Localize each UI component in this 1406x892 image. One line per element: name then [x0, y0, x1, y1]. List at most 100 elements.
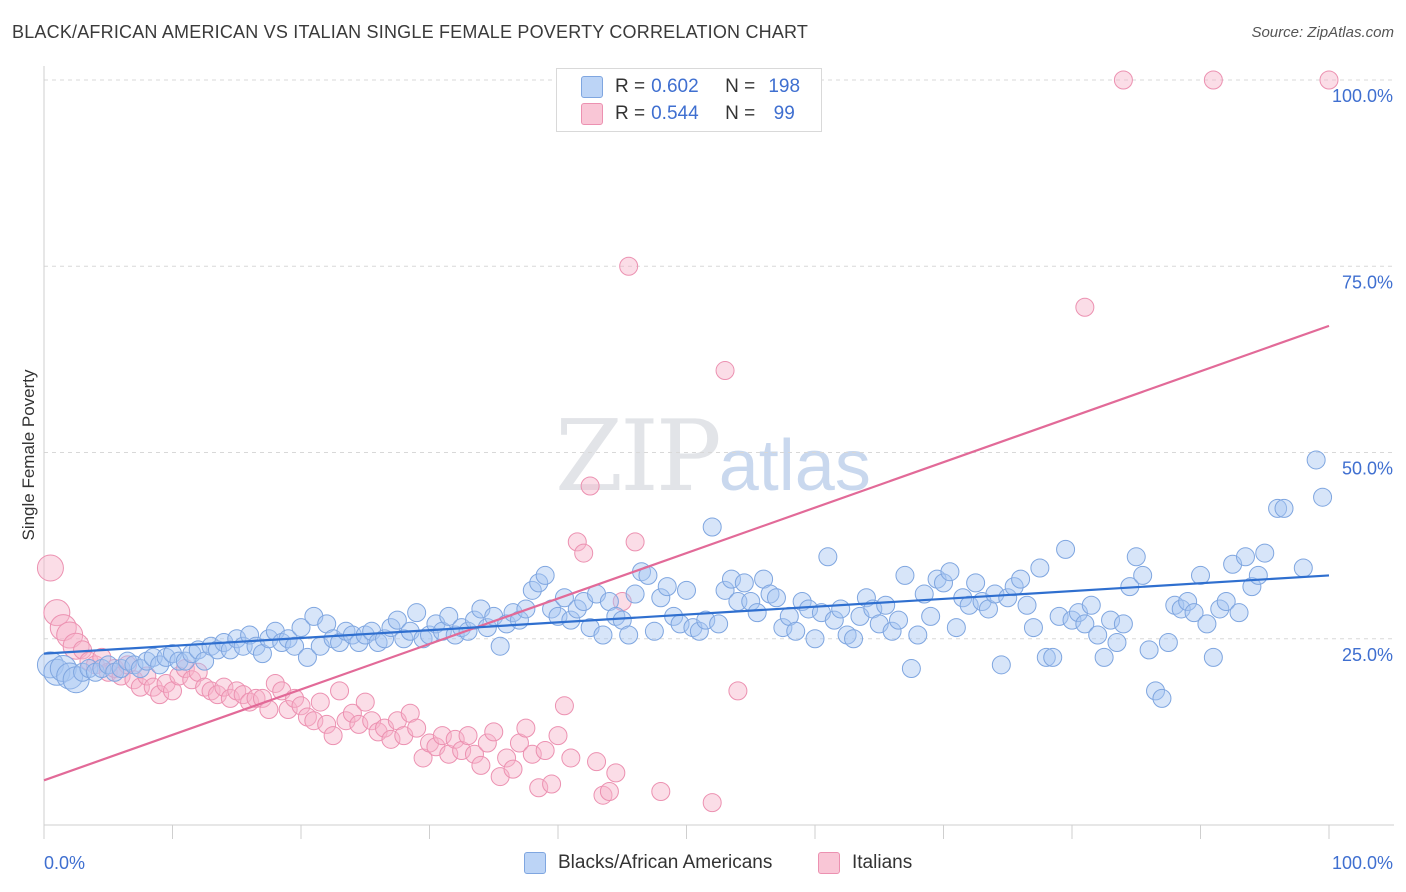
blacks-point [439, 606, 459, 626]
blacks-point [702, 517, 722, 537]
blacks-point [1043, 647, 1063, 667]
blacks-point [156, 647, 176, 667]
blacks-point [876, 595, 896, 615]
blacks-point [130, 659, 150, 679]
blacks-point [1036, 647, 1056, 667]
blacks-point [1171, 599, 1191, 619]
italians-point [297, 707, 317, 727]
y-tick-label: 25.0% [1342, 645, 1393, 665]
blacks-point [387, 610, 407, 630]
blacks-point [625, 584, 645, 604]
legend-item-italians: Italians [818, 852, 912, 874]
blacks-point [1017, 595, 1037, 615]
italians-point [593, 785, 613, 805]
italians-point [471, 755, 491, 775]
n-value: 99 [773, 103, 795, 124]
blacks-point [747, 603, 767, 623]
blacks-point [940, 562, 960, 582]
blacks-point [998, 588, 1018, 608]
blacks-point [657, 577, 677, 597]
blacks-point [92, 659, 112, 679]
blacks-point [240, 625, 260, 645]
blacks-point [1235, 547, 1255, 567]
blacks-point [1248, 565, 1268, 585]
y-tick-label: 50.0% [1342, 459, 1393, 479]
italians-point [336, 711, 356, 731]
legend-item-blacks: Blacks/African Americans [524, 852, 772, 874]
blacks-point [824, 610, 844, 630]
blacks-point [966, 573, 986, 593]
italians-swatch-icon [581, 103, 603, 125]
italians-point [651, 781, 671, 801]
watermark-zip: ZIP [555, 400, 722, 514]
italians-point [150, 685, 170, 705]
italians-point [535, 741, 555, 760]
italians-point [715, 361, 735, 381]
italians-point [522, 744, 542, 764]
blacks-point [1165, 595, 1185, 615]
blacks-point [297, 647, 317, 667]
italians-point [445, 729, 465, 749]
blacks-point [696, 610, 716, 630]
blacks-point [908, 625, 928, 645]
italians-point [355, 692, 375, 712]
blacks-point [985, 584, 1005, 604]
italians-point [702, 793, 722, 813]
y-axis-label: Single Female Poverty [19, 369, 38, 541]
blacks-point [105, 662, 125, 682]
blacks-point [831, 599, 851, 619]
blacks-point [1075, 614, 1095, 634]
x-tick-label: 0.0% [44, 853, 85, 873]
italians-point [220, 688, 240, 708]
italians-point [1203, 70, 1223, 90]
blacks-point [721, 569, 741, 589]
italians-point [317, 714, 337, 734]
r-label: R = [615, 76, 646, 97]
blacks-point [1184, 603, 1204, 623]
legend-row-italians: R = 0.544 N = 99 [581, 102, 805, 126]
blacks-point [818, 547, 838, 567]
blacks-point [1133, 565, 1153, 585]
italians-point [330, 681, 350, 701]
blacks-point [567, 599, 587, 619]
blacks-point [1030, 558, 1050, 578]
blacks-point [1268, 498, 1288, 518]
blacks-point [1313, 487, 1333, 507]
blacks-point [882, 621, 902, 641]
italians-point [36, 554, 64, 582]
italians-point [599, 781, 619, 801]
blacks-point [709, 614, 729, 634]
source-credit: Source: ZipAtlas.com [1251, 24, 1394, 41]
italians-point [619, 256, 639, 276]
italians-point [233, 685, 253, 705]
blacks-point [150, 655, 170, 675]
blacks-point [593, 625, 613, 645]
blacks-point [805, 629, 825, 649]
watermark: ZIPatlas [555, 400, 871, 514]
blacks-point [490, 636, 510, 656]
blacks-point [124, 655, 144, 675]
blacks-point [1293, 558, 1313, 578]
blacks-point [991, 655, 1011, 675]
blacks-point [1146, 681, 1166, 701]
blacks-swatch-icon [524, 852, 546, 874]
italians-point [580, 476, 600, 496]
blacks-point [291, 618, 311, 638]
blacks-point [715, 580, 735, 600]
blacks-point [844, 629, 864, 649]
blacks-point [1094, 647, 1114, 667]
blacks-point [554, 588, 574, 608]
italians-point [484, 722, 504, 742]
blacks-point [1107, 632, 1127, 652]
blacks-point [1306, 450, 1326, 470]
legend-row-blacks: R = 0.602 N = 198 [581, 75, 805, 99]
italians-point [567, 532, 587, 552]
r-value: 0.544 [651, 103, 699, 124]
blacks-point [1203, 647, 1223, 667]
x-tick-label: 100.0% [1332, 853, 1393, 873]
correlation-legend: R = 0.602 N = 198 R = 0.544 N = 99 [556, 68, 822, 132]
italians-point [310, 692, 330, 712]
blacks-point [62, 666, 90, 694]
italians-point [201, 681, 221, 701]
